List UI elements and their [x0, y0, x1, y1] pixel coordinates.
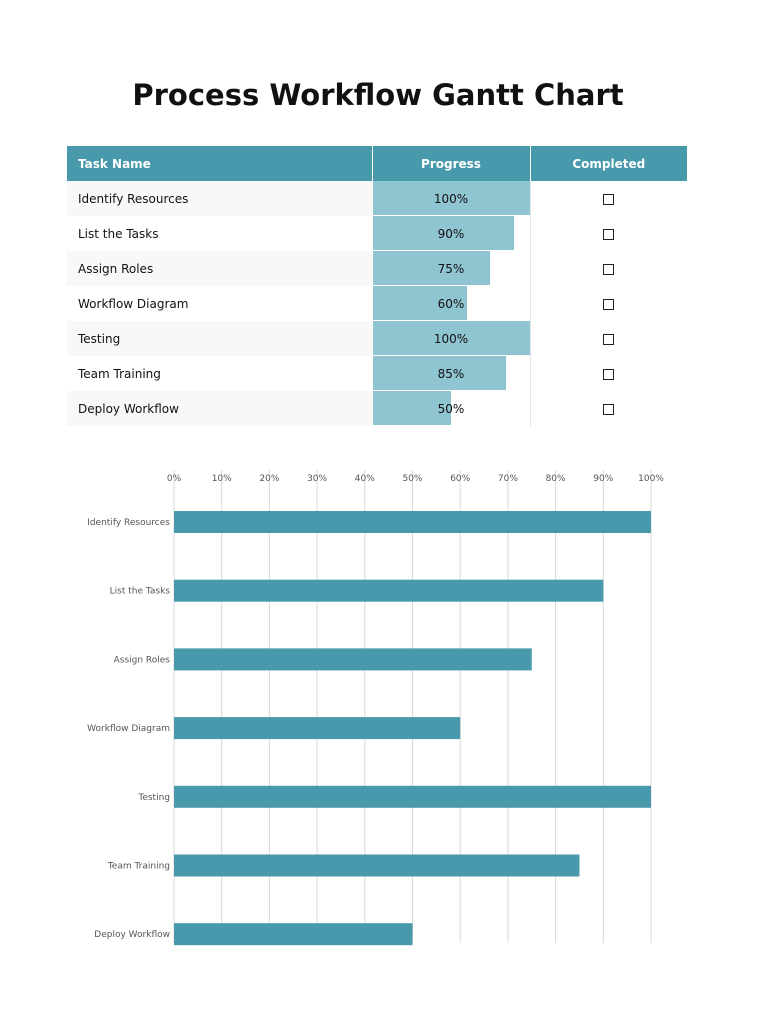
progress-cell[interactable]: 60% [371, 286, 530, 321]
table-row: Identify Resources 100% [67, 181, 687, 216]
header-completed[interactable]: Completed [530, 146, 687, 181]
completed-checkbox[interactable] [603, 333, 615, 345]
x-tick-label: 10% [212, 474, 232, 484]
task-name-cell[interactable]: Workflow Diagram [78, 296, 189, 311]
gantt-chart: 0% 10% 20% 30% 40% 50% 60% 70% 80% 90% 100% Identif… [87, 470, 664, 946]
bar[interactable] [174, 717, 461, 740]
table-row: Workflow Diagram 60% [67, 286, 687, 321]
task-table: Task Name Progress Completed Identify Re… [67, 146, 687, 426]
table-row: Testing 100% [67, 321, 687, 356]
table-body: Identify Resources 100% List the Tasks 90% A… [67, 181, 687, 426]
progress-label: 90% [437, 226, 465, 241]
page-title: Process Workflow Gantt Chart [132, 78, 624, 112]
table-row: Deploy Workflow 50% [67, 391, 687, 426]
x-tick-label: 30% [307, 474, 327, 484]
progress-bar-fill [372, 286, 467, 320]
progress-label: 50% [437, 401, 465, 416]
completed-cell [529, 216, 687, 251]
completed-checkbox[interactable] [603, 193, 615, 205]
bar[interactable] [174, 511, 651, 533]
x-tick-label: 80% [546, 474, 566, 484]
progress-cell[interactable]: 90% [371, 216, 530, 251]
progress-label: 100% [433, 331, 469, 346]
completed-cell [529, 251, 687, 286]
bar[interactable] [174, 923, 413, 946]
progress-cell[interactable]: 75% [371, 251, 530, 286]
progress-cell[interactable]: 50% [371, 391, 530, 426]
category-label: Workflow Diagram [87, 724, 170, 734]
x-tick-label: 90% [593, 474, 613, 484]
category-label: Testing [137, 793, 170, 803]
bar[interactable] [174, 785, 651, 808]
completed-checkbox[interactable] [603, 403, 615, 415]
progress-cell[interactable]: 85% [371, 356, 530, 391]
category-label: Deploy Workflow [94, 930, 170, 940]
task-name-cell[interactable]: List the Tasks [78, 226, 159, 241]
header-task-name[interactable]: Task Name [67, 146, 373, 181]
bar[interactable] [174, 854, 580, 877]
table-row: List the Tasks 90% [67, 216, 687, 251]
header-progress[interactable]: Progress [372, 146, 531, 181]
category-label: List the Tasks [110, 587, 171, 597]
bar[interactable] [174, 648, 532, 671]
progress-bar-fill [372, 356, 506, 390]
progress-bar-fill [372, 216, 514, 250]
bar[interactable] [174, 579, 604, 602]
x-tick-label: 60% [450, 474, 470, 484]
x-tick-label: 100% [638, 474, 664, 484]
completed-cell [529, 286, 687, 321]
progress-label: 75% [437, 261, 465, 276]
progress-label: 100% [433, 191, 469, 206]
category-label: Identify Resources [87, 518, 170, 528]
x-tick-label: 40% [355, 474, 375, 484]
completed-checkbox[interactable] [603, 368, 615, 380]
progress-bar-fill [372, 181, 530, 215]
progress-label: 85% [437, 366, 465, 381]
table-row: Team Training 85% [67, 356, 687, 391]
progress-bar-fill [372, 251, 491, 285]
task-name-cell[interactable]: Testing [67, 321, 372, 356]
completed-cell [529, 181, 687, 216]
task-name-cell[interactable]: Team Training [78, 366, 161, 381]
x-tick-label: 0% [167, 474, 182, 484]
completed-cell [529, 321, 687, 356]
progress-bar-fill [372, 391, 451, 425]
progress-cell[interactable]: 100% [371, 181, 530, 216]
task-name-cell[interactable]: Deploy Workflow [67, 391, 372, 426]
completed-checkbox[interactable] [603, 228, 615, 240]
category-label: Assign Roles [114, 655, 171, 665]
table-row: Assign Roles 75% [67, 251, 687, 286]
x-tick-label: 20% [259, 474, 279, 484]
x-tick-label: 70% [498, 474, 518, 484]
task-name-cell[interactable]: Identify Resources [67, 181, 372, 216]
completed-checkbox[interactable] [603, 298, 615, 310]
completed-checkbox[interactable] [603, 263, 615, 275]
progress-cell[interactable]: 100% [371, 321, 530, 356]
x-tick-label: 50% [402, 474, 422, 484]
completed-cell [529, 391, 687, 426]
progress-label: 60% [437, 296, 465, 311]
completed-cell [529, 356, 687, 391]
category-label: Team Training [107, 862, 170, 872]
table-header-row: Task Name Progress Completed [67, 146, 687, 181]
task-name-cell[interactable]: Assign Roles [67, 251, 372, 286]
progress-bar-fill [372, 321, 530, 355]
